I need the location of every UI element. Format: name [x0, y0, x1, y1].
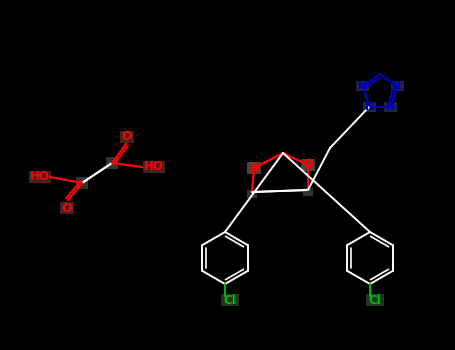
Polygon shape	[363, 102, 376, 112]
Text: N: N	[386, 102, 395, 112]
Polygon shape	[356, 82, 369, 91]
Text: O: O	[121, 131, 132, 144]
Polygon shape	[60, 202, 74, 214]
Text: N: N	[393, 82, 402, 91]
Text: N: N	[365, 102, 374, 112]
Polygon shape	[76, 177, 88, 189]
Polygon shape	[391, 82, 404, 91]
Polygon shape	[384, 102, 397, 112]
Polygon shape	[29, 171, 51, 183]
Text: N: N	[358, 82, 368, 91]
Text: O: O	[62, 202, 72, 215]
Polygon shape	[366, 294, 384, 306]
Text: HO: HO	[144, 161, 164, 174]
Text: O: O	[249, 161, 259, 175]
Polygon shape	[120, 131, 134, 143]
Polygon shape	[143, 161, 165, 173]
Polygon shape	[303, 188, 313, 196]
Polygon shape	[106, 157, 118, 169]
Text: Cl: Cl	[369, 294, 381, 308]
Polygon shape	[247, 162, 261, 174]
Polygon shape	[247, 190, 257, 198]
Polygon shape	[301, 159, 315, 171]
Text: HO: HO	[30, 170, 50, 183]
Polygon shape	[221, 294, 239, 306]
Text: O: O	[303, 159, 313, 172]
Text: Cl: Cl	[223, 294, 237, 308]
